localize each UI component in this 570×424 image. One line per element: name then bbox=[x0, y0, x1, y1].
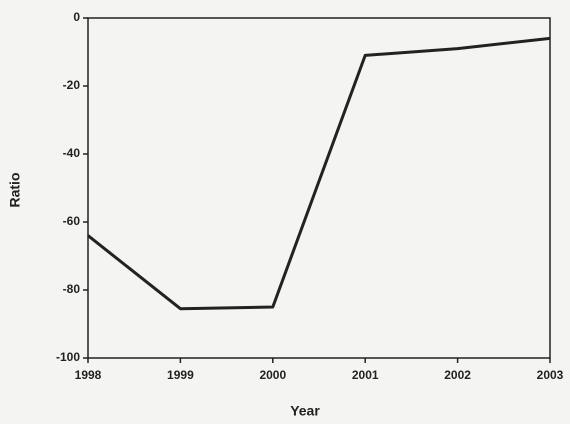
y-tick-label: -20 bbox=[63, 78, 81, 92]
line bbox=[87, 36, 551, 311]
y-axis-title: Ratio bbox=[7, 173, 23, 208]
y-tick-label: -40 bbox=[63, 146, 81, 160]
x-axis-title: Year bbox=[290, 403, 320, 419]
x-tick-label: 1998 bbox=[75, 368, 102, 382]
y-tick-label: -60 bbox=[63, 214, 81, 228]
y-tick-label: -100 bbox=[56, 350, 80, 364]
x-tick-label: 2003 bbox=[537, 368, 564, 382]
x-tick-label: 2000 bbox=[259, 368, 286, 382]
x-tick-label: 2001 bbox=[352, 368, 379, 382]
x-tick-label: 1999 bbox=[167, 368, 194, 382]
x-tick-label: 2002 bbox=[444, 368, 471, 382]
y-tick-label: -80 bbox=[63, 282, 81, 296]
y-tick-label: 0 bbox=[73, 10, 80, 24]
plot-frame bbox=[87, 17, 551, 359]
